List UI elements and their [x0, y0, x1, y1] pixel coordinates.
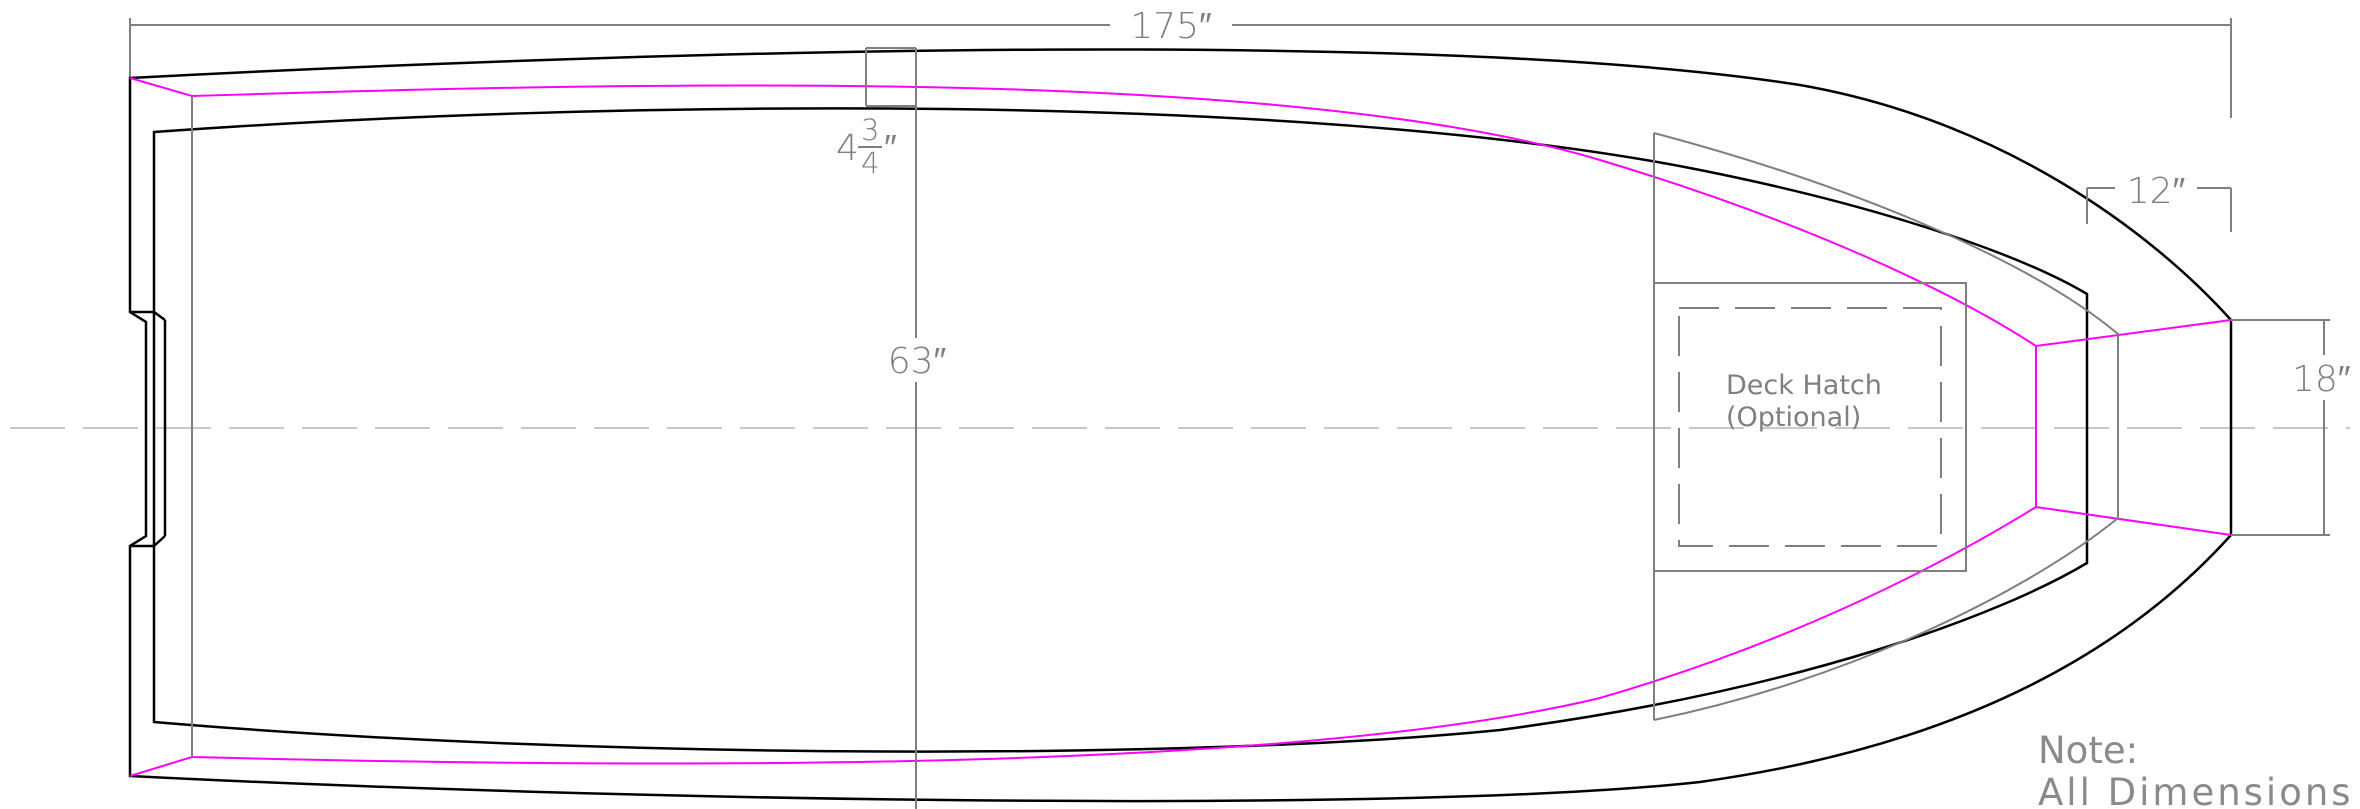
deck-hatch-frame [1653, 282, 1967, 572]
bow-width-dimension [2231, 319, 2330, 536]
overall-length-dimension [129, 18, 2232, 118]
bow-offset-label: 12″ [2127, 171, 2186, 212]
bow-width-label: 18″ [2292, 359, 2351, 400]
note-body: All Dimensions a [2038, 771, 2360, 809]
side-width-denominator: 4 [861, 146, 879, 180]
side-width-whole: 4 [836, 128, 859, 169]
side-width-dimension [865, 47, 916, 107]
inner-cockpit-outline [152, 107, 2089, 753]
side-width-unit: ″ [884, 128, 897, 169]
deck-hatch-label-1: Deck Hatch [1726, 370, 1882, 401]
beam-label-bg [880, 338, 952, 382]
deck-hatch-label-2: (Optional) [1726, 402, 1861, 433]
overall-length-label: 175″ [1130, 6, 1212, 47]
deck-hatch-dashed [1678, 307, 1942, 547]
transom-notch [130, 310, 167, 548]
outer-hull-outline [128, 48, 2233, 803]
chine-line [129, 77, 2232, 777]
note-title: Note: [2038, 729, 2138, 772]
beam-label: 63″ [888, 341, 947, 382]
bow-offset-dimension [2086, 187, 2232, 232]
side-width-numerator: 3 [861, 113, 879, 147]
